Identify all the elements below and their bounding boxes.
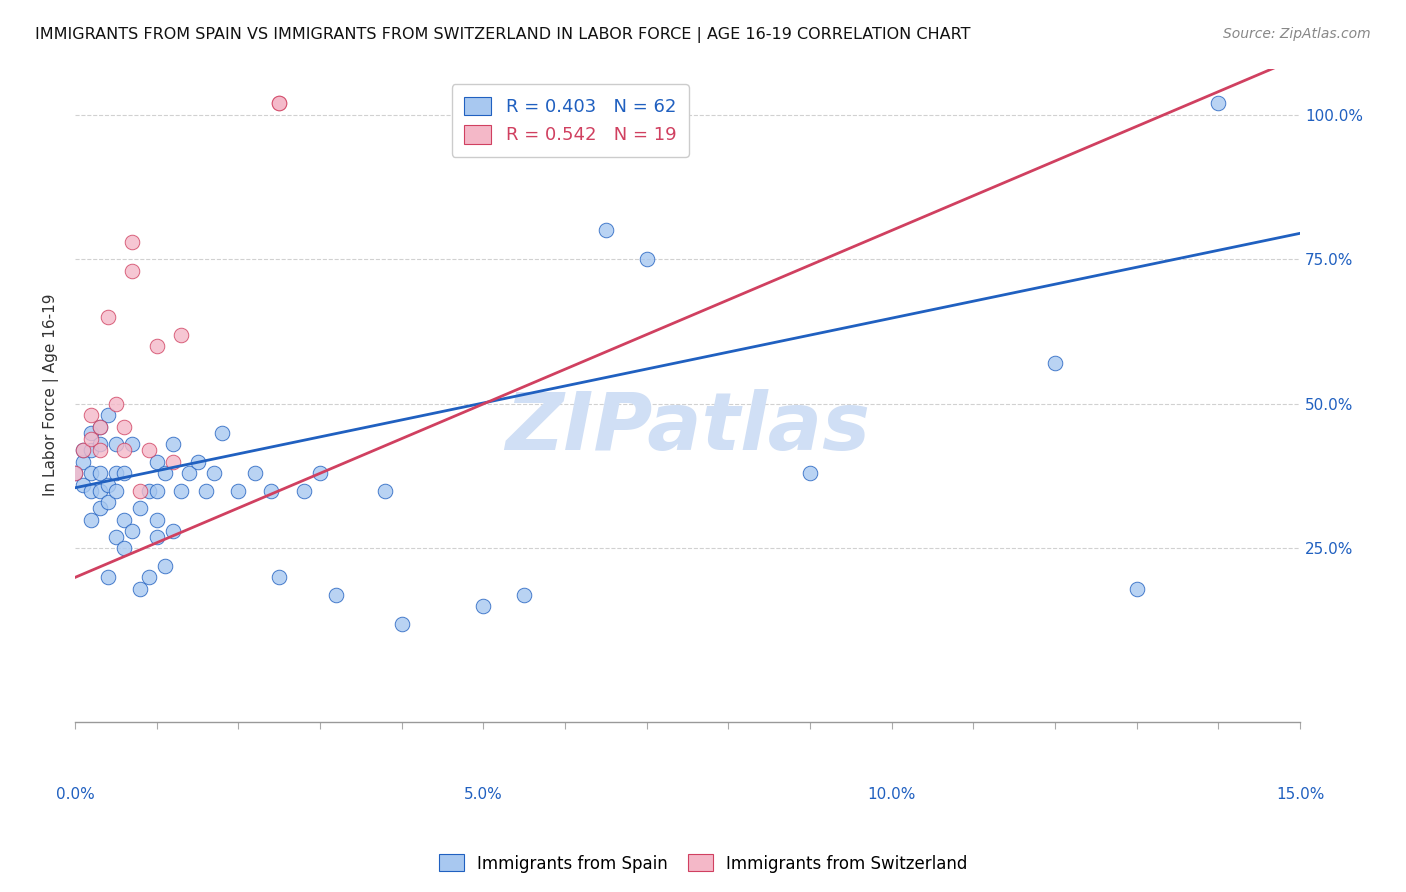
Point	[243, 467, 266, 481]
Point	[145, 455, 167, 469]
Point	[595, 223, 617, 237]
Text: 15.0%: 15.0%	[1275, 788, 1324, 802]
Point	[374, 483, 396, 498]
Point	[391, 616, 413, 631]
Point	[1208, 96, 1230, 111]
Point	[89, 420, 111, 434]
Point	[89, 420, 111, 434]
Point	[292, 483, 315, 498]
Point	[145, 530, 167, 544]
Point	[269, 96, 291, 111]
Point	[63, 467, 86, 481]
Legend: R = 0.403   N = 62, R = 0.542   N = 19: R = 0.403 N = 62, R = 0.542 N = 19	[451, 84, 689, 157]
Point	[162, 524, 184, 538]
Point	[89, 437, 111, 451]
Point	[72, 443, 94, 458]
Point	[513, 588, 536, 602]
Point	[121, 437, 143, 451]
Point	[211, 425, 233, 440]
Point	[194, 483, 217, 498]
Point	[121, 524, 143, 538]
Point	[80, 512, 103, 526]
Point	[97, 478, 120, 492]
Point	[72, 443, 94, 458]
Point	[89, 443, 111, 458]
Point	[97, 409, 120, 423]
Point	[112, 541, 135, 556]
Point	[325, 588, 347, 602]
Point	[138, 483, 160, 498]
Point	[104, 437, 127, 451]
Point	[104, 397, 127, 411]
Point	[309, 467, 332, 481]
Text: ZIPatlas: ZIPatlas	[505, 389, 870, 467]
Point	[80, 483, 103, 498]
Point	[104, 483, 127, 498]
Text: 10.0%: 10.0%	[868, 788, 915, 802]
Point	[89, 467, 111, 481]
Point	[162, 437, 184, 451]
Point	[170, 327, 193, 342]
Text: 0.0%: 0.0%	[56, 788, 94, 802]
Point	[636, 252, 658, 267]
Point	[162, 455, 184, 469]
Point	[202, 467, 225, 481]
Point	[179, 467, 201, 481]
Point	[129, 501, 152, 516]
Point	[170, 483, 193, 498]
Point	[97, 310, 120, 325]
Text: 5.0%: 5.0%	[464, 788, 503, 802]
Point	[121, 235, 143, 249]
Point	[153, 558, 176, 573]
Point	[89, 483, 111, 498]
Point	[112, 512, 135, 526]
Point	[112, 420, 135, 434]
Point	[145, 339, 167, 353]
Point	[63, 467, 86, 481]
Point	[112, 467, 135, 481]
Y-axis label: In Labor Force | Age 16-19: In Labor Force | Age 16-19	[44, 294, 59, 497]
Point	[1125, 582, 1147, 596]
Point	[138, 570, 160, 584]
Point	[129, 582, 152, 596]
Point	[260, 483, 283, 498]
Point	[104, 467, 127, 481]
Point	[228, 483, 250, 498]
Legend: Immigrants from Spain, Immigrants from Switzerland: Immigrants from Spain, Immigrants from S…	[432, 847, 974, 880]
Point	[112, 443, 135, 458]
Point	[80, 467, 103, 481]
Point	[97, 495, 120, 509]
Point	[145, 512, 167, 526]
Text: Source: ZipAtlas.com: Source: ZipAtlas.com	[1223, 27, 1371, 41]
Point	[80, 432, 103, 446]
Point	[129, 483, 152, 498]
Point	[1043, 356, 1066, 370]
Point	[269, 570, 291, 584]
Point	[145, 483, 167, 498]
Point	[80, 409, 103, 423]
Point	[187, 455, 209, 469]
Point	[153, 467, 176, 481]
Point	[72, 478, 94, 492]
Point	[472, 599, 495, 614]
Text: IMMIGRANTS FROM SPAIN VS IMMIGRANTS FROM SWITZERLAND IN LABOR FORCE | AGE 16-19 : IMMIGRANTS FROM SPAIN VS IMMIGRANTS FROM…	[35, 27, 970, 43]
Point	[121, 264, 143, 278]
Point	[80, 443, 103, 458]
Point	[138, 443, 160, 458]
Point	[72, 455, 94, 469]
Point	[80, 425, 103, 440]
Point	[799, 467, 821, 481]
Point	[269, 96, 291, 111]
Point	[104, 530, 127, 544]
Point	[97, 570, 120, 584]
Point	[89, 501, 111, 516]
